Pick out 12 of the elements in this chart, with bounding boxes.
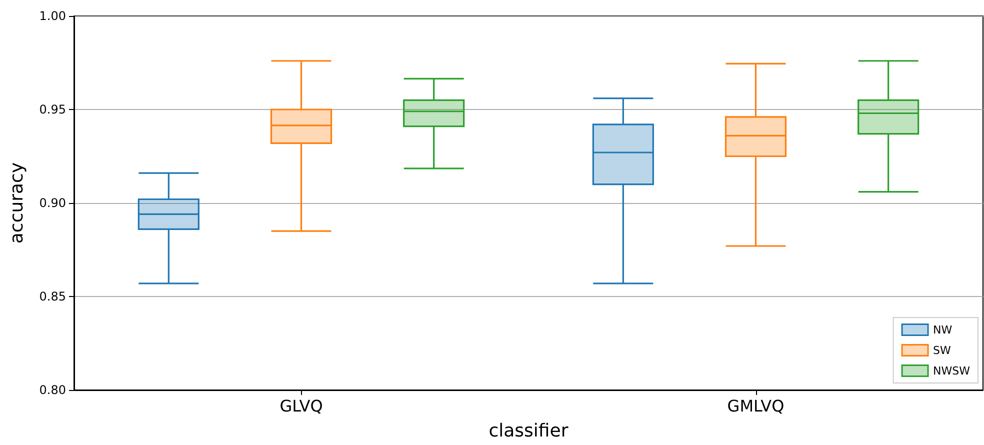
legend-label: NW [933, 323, 952, 336]
y-tick-label: 0.90 [39, 196, 66, 210]
y-tick-label: 0.80 [39, 383, 66, 397]
legend-label: NWSW [933, 364, 970, 378]
legend-label: SW [933, 344, 952, 357]
y-tick-label: 0.85 [39, 290, 66, 304]
x-tick-label: GMLVQ [727, 396, 784, 416]
y-tick-label: 0.95 [39, 102, 66, 116]
x-axis-title: classifier [488, 420, 569, 442]
y-tick-label: 1.00 [39, 9, 66, 23]
y-axis-title: accuracy [6, 162, 28, 244]
x-tick-label: GLVQ [280, 396, 323, 416]
